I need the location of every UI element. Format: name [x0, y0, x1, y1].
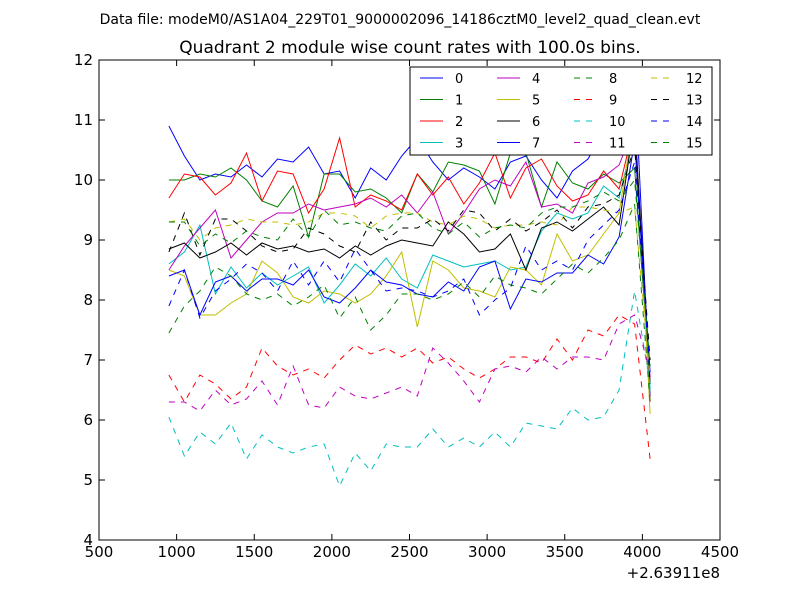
legend-label-7: 7	[532, 137, 540, 152]
x-tick-label: 2500	[390, 543, 428, 561]
x-offset-label: +2.63911e8	[627, 564, 720, 582]
series-line-1	[168, 152, 651, 385]
series-line-8	[168, 203, 651, 403]
x-tick-label: 3500	[546, 543, 584, 561]
axis-ticks: 500 1000 1500 2000 2500 3000 3500 4000 4500 4 5 6 7 8…	[74, 51, 739, 561]
series-line-9	[168, 314, 651, 460]
legend-label-14: 14	[686, 115, 703, 130]
legend-label-8: 8	[609, 72, 617, 87]
x-tick-label: 500	[85, 543, 114, 561]
legend-label-0: 0	[455, 72, 463, 87]
series-line-13	[168, 146, 651, 361]
legend-label-9: 9	[609, 94, 617, 109]
y-tick-label: 8	[83, 291, 93, 309]
series-line-3	[168, 131, 651, 391]
y-tick-label: 4	[83, 531, 93, 549]
series-line-11	[168, 314, 651, 412]
x-tick-label: 1000	[158, 543, 196, 561]
series-line-2	[168, 122, 651, 403]
chart-title: Quadrant 2 module wise count rates with …	[179, 38, 640, 58]
y-tick-label: 5	[83, 471, 93, 489]
legend-label-11: 11	[609, 137, 626, 152]
legend-label-15: 15	[686, 137, 703, 152]
x-tick-label: 4000	[623, 543, 661, 561]
legend-label-4: 4	[532, 72, 540, 87]
y-tick-label: 10	[74, 171, 93, 189]
y-tick-label: 9	[83, 231, 93, 249]
y-tick-label: 11	[74, 111, 93, 129]
x-tick-label: 2000	[313, 543, 351, 561]
legend-label-3: 3	[455, 137, 463, 152]
series-line-14	[168, 161, 651, 373]
chart-suptitle: Data file: modeM0/AS1A04_229T01_90000020…	[100, 12, 701, 28]
y-tick-label: 12	[74, 51, 93, 69]
legend-label-10: 10	[609, 115, 626, 130]
legend-label-6: 6	[532, 115, 540, 130]
legend-box	[409, 66, 713, 156]
series-layer	[168, 71, 651, 488]
series-line-6	[168, 119, 651, 385]
legend-label-5: 5	[532, 94, 540, 109]
legend-label-1: 1	[455, 94, 463, 109]
x-tick-label: 1500	[235, 543, 273, 561]
series-line-4	[168, 125, 651, 379]
series-line-10	[168, 290, 651, 488]
x-tick-label: 4500	[701, 543, 739, 561]
legend-label-2: 2	[455, 115, 463, 130]
legend-label-13: 13	[686, 94, 703, 109]
y-tick-label: 7	[83, 351, 93, 369]
y-tick-label: 6	[83, 411, 93, 429]
series-line-12	[168, 206, 651, 379]
legend-label-12: 12	[686, 72, 703, 87]
x-tick-label: 3000	[468, 543, 506, 561]
series-line-15	[168, 178, 651, 367]
series-line-5	[168, 113, 651, 415]
